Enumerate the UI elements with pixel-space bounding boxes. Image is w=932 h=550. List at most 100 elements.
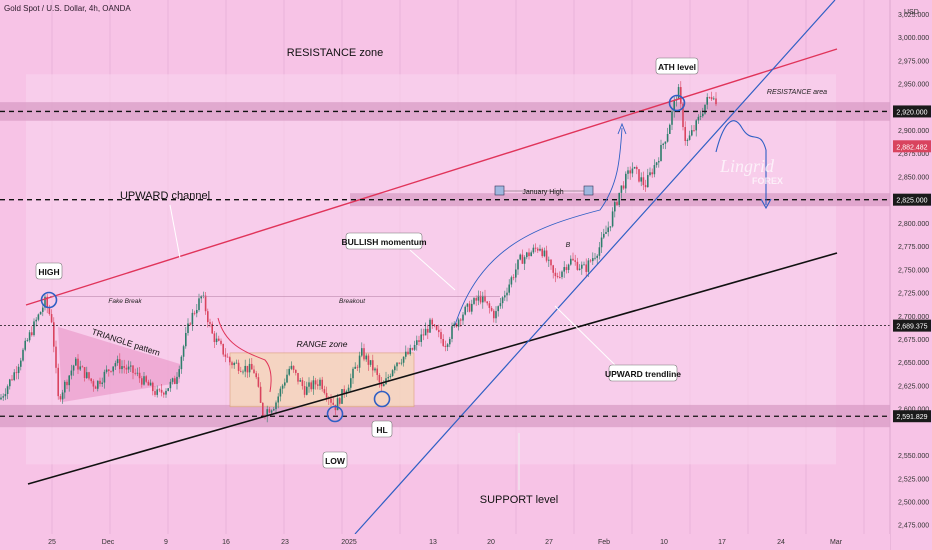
candle-body <box>563 267 565 272</box>
candle-body <box>396 362 398 367</box>
candle-body <box>75 358 77 366</box>
candle-body <box>42 307 44 312</box>
price-tick-label: 2,775.000 <box>898 244 929 251</box>
candle-body <box>101 382 103 384</box>
candle-body <box>713 98 715 100</box>
price-tick-label: 2,975.000 <box>898 58 929 65</box>
candle-body <box>391 370 394 376</box>
candle-body <box>275 402 277 410</box>
candle-body <box>134 372 136 374</box>
candle-body <box>103 371 106 383</box>
candle-body <box>83 367 86 378</box>
candle-body <box>453 323 455 327</box>
candle-body <box>15 372 18 374</box>
candle-body <box>312 380 315 390</box>
price-badge <box>893 410 931 423</box>
candle-body <box>418 340 420 342</box>
upward-channel-line <box>25 48 838 306</box>
candle-body <box>515 269 517 278</box>
candle-body <box>508 284 510 293</box>
price-badge-label: 2,591.829 <box>896 414 927 421</box>
candle-body <box>422 334 425 336</box>
price-tick-label: 2,950.000 <box>898 82 929 89</box>
candle-body <box>222 343 224 355</box>
time-tick-label: 10 <box>660 539 668 546</box>
candle-body <box>365 355 367 360</box>
candle-body <box>149 382 152 386</box>
candle-body <box>130 365 132 367</box>
candle-body <box>380 382 383 387</box>
candle-body <box>614 202 616 212</box>
candle-body <box>64 381 66 393</box>
candle-body <box>589 260 592 262</box>
candle-body <box>57 367 59 397</box>
candle-body <box>317 384 319 386</box>
candle-body <box>196 309 198 314</box>
candle-body <box>26 340 29 342</box>
candle-body <box>70 370 73 376</box>
candle-body <box>363 348 365 360</box>
candle-body <box>306 386 308 395</box>
candle-body <box>185 332 187 347</box>
candle-body <box>702 113 704 117</box>
candle-body <box>576 261 579 270</box>
time-tick-label: 20 <box>487 539 495 546</box>
candle-body <box>574 260 576 262</box>
candle-body <box>270 410 273 413</box>
candle-body <box>273 409 275 411</box>
candle-body <box>284 382 286 386</box>
candle-body <box>622 185 625 189</box>
candle-body <box>55 346 57 368</box>
price-tick-label: 2,875.000 <box>898 151 929 158</box>
upward-trendline-label-box <box>608 364 678 382</box>
ath-level-label-box <box>655 57 699 75</box>
candle-body <box>193 312 196 314</box>
candle-body <box>466 303 469 307</box>
candle-body <box>127 366 130 370</box>
candle-body <box>541 248 543 257</box>
candle-body <box>389 375 392 378</box>
fake-break-arrow <box>217 317 272 393</box>
candle-body <box>121 366 123 370</box>
candle-body <box>332 402 334 405</box>
candle-body <box>636 166 638 170</box>
candle-body <box>497 306 499 312</box>
candle-body <box>308 382 310 387</box>
candle-body <box>600 237 603 248</box>
candle-body <box>521 254 524 264</box>
candle-body <box>171 378 174 382</box>
candle-body <box>125 367 128 370</box>
price-tick-label: 2,850.000 <box>898 174 929 181</box>
time-tick-label: 9 <box>164 539 168 546</box>
candle-body <box>141 378 143 385</box>
candle-body <box>255 373 257 378</box>
time-tick-label: Dec <box>102 539 115 546</box>
candle-body <box>218 338 220 341</box>
candle-body <box>644 185 647 188</box>
candle-body <box>361 348 363 356</box>
price-badge <box>893 105 931 118</box>
candle-body <box>167 388 169 391</box>
candle-body <box>537 248 539 251</box>
candle-body <box>433 324 436 326</box>
candle-body <box>616 202 618 205</box>
time-tick-label: 23 <box>281 539 289 546</box>
candle-body <box>145 376 147 382</box>
high-label: HIGH <box>38 267 59 277</box>
candle-body <box>570 258 572 265</box>
candle-body <box>583 264 585 266</box>
ath-level-label: ATH level <box>658 62 696 72</box>
candle-body <box>666 133 669 142</box>
candle-body <box>156 389 158 395</box>
candle-body <box>343 389 345 394</box>
candle-body <box>374 368 376 371</box>
candle-body <box>233 362 235 366</box>
candle-body <box>81 366 84 368</box>
candle-body <box>660 144 662 162</box>
candle-body <box>383 384 385 387</box>
candle-body <box>556 276 559 278</box>
candle-body <box>88 372 90 379</box>
candle-body <box>671 111 673 125</box>
candle-body <box>464 306 466 315</box>
